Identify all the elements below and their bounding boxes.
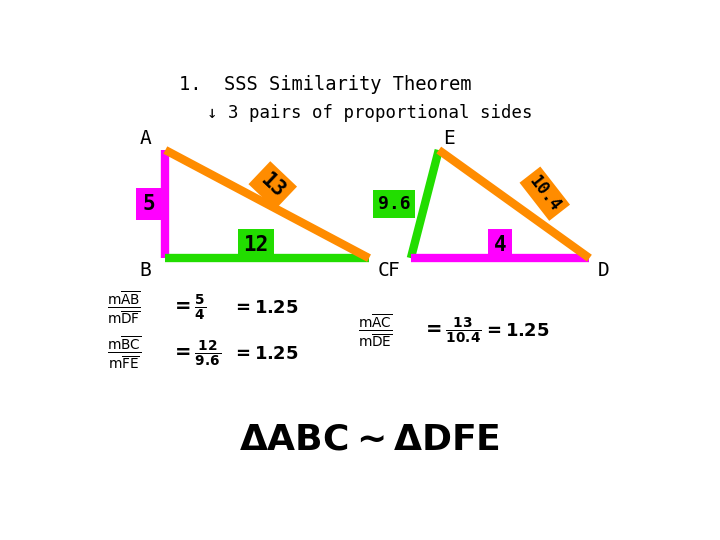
Text: 5: 5 bbox=[143, 194, 155, 214]
Text: F: F bbox=[388, 261, 400, 280]
Text: 1.  SSS Similarity Theorem: 1. SSS Similarity Theorem bbox=[179, 75, 472, 94]
Text: $\mathbf{= 1.25}$: $\mathbf{= 1.25}$ bbox=[233, 345, 299, 363]
Text: 13: 13 bbox=[257, 170, 289, 201]
Text: C: C bbox=[377, 261, 389, 280]
Text: $\mathbf{= \frac{5}{4}}$: $\mathbf{= \frac{5}{4}}$ bbox=[171, 293, 207, 323]
Text: 9.6: 9.6 bbox=[378, 195, 410, 213]
Text: 4: 4 bbox=[494, 235, 506, 255]
Text: E: E bbox=[444, 129, 455, 148]
Text: $\mathbf{= \frac{12}{9.6}}$: $\mathbf{= \frac{12}{9.6}}$ bbox=[171, 339, 221, 369]
Text: 10.4: 10.4 bbox=[526, 172, 564, 215]
Text: $\mathbf{\Delta ABC \sim \Delta DFE}$: $\mathbf{\Delta ABC \sim \Delta DFE}$ bbox=[238, 422, 500, 456]
Text: D: D bbox=[598, 261, 610, 280]
Text: $\mathrm{\frac{m\overline{BC}}{m\overline{FE}}}$: $\mathrm{\frac{m\overline{BC}}{m\overlin… bbox=[107, 335, 141, 373]
Text: 12: 12 bbox=[243, 235, 269, 255]
Text: $\mathbf{= 1.25}$: $\mathbf{= 1.25}$ bbox=[483, 322, 550, 340]
Text: $\mathbf{= \frac{13}{10.4}}$: $\mathbf{= \frac{13}{10.4}}$ bbox=[422, 316, 482, 346]
Text: $\mathrm{\frac{m\overline{AC}}{m\overline{DE}}}$: $\mathrm{\frac{m\overline{AC}}{m\overlin… bbox=[358, 312, 392, 349]
Text: ↓ 3 pairs of proportional sides: ↓ 3 pairs of proportional sides bbox=[207, 104, 533, 122]
Text: $\mathrm{\frac{m\overline{AB}}{m\overline{DF}}}$: $\mathrm{\frac{m\overline{AB}}{m\overlin… bbox=[107, 289, 140, 327]
Text: $\mathbf{= 1.25}$: $\mathbf{= 1.25}$ bbox=[233, 299, 299, 317]
Text: A: A bbox=[140, 129, 151, 148]
Text: B: B bbox=[140, 261, 151, 280]
